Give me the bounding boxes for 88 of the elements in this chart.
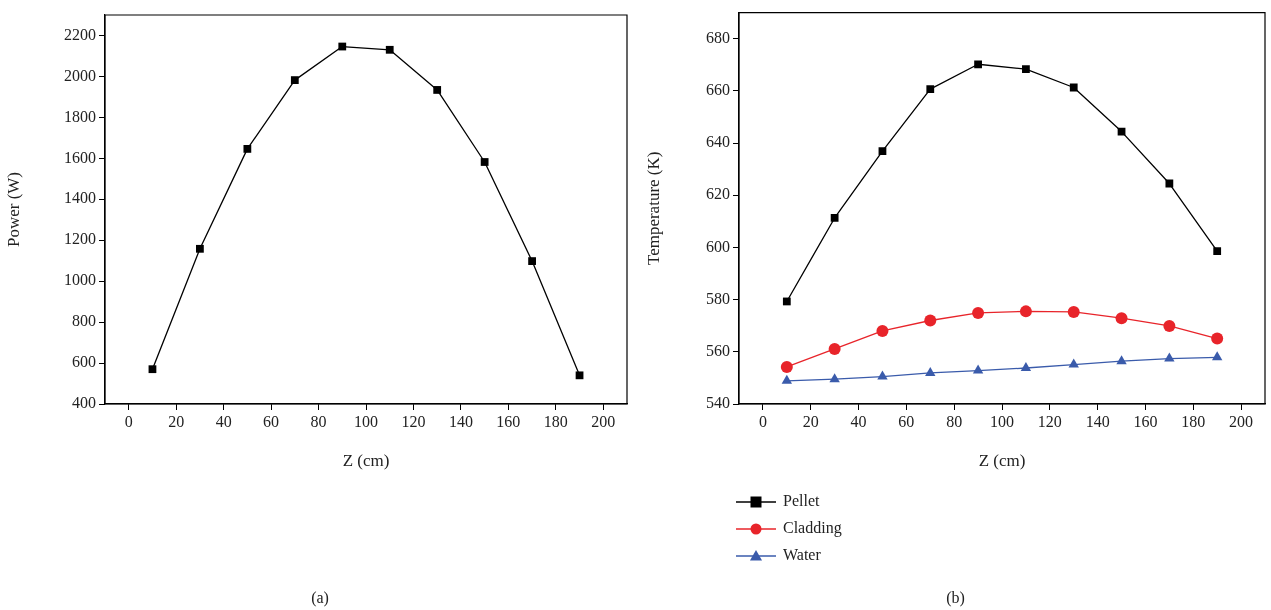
x-tick-label: 40	[850, 412, 867, 430]
text: (a)	[311, 589, 329, 608]
point	[385, 45, 394, 54]
point	[1211, 351, 1223, 361]
point	[243, 145, 252, 153]
x-tick-label: 80	[946, 412, 963, 430]
y-tick-label: 600	[706, 237, 730, 255]
x-tick-label: 120	[1037, 412, 1062, 430]
point	[1116, 355, 1127, 365]
point	[575, 371, 584, 380]
text: (b)	[946, 589, 965, 608]
y-tick-label: 560	[706, 342, 730, 360]
point	[972, 364, 984, 374]
x-axis-title: Z (cm)	[342, 451, 390, 471]
x-tick-label: 120	[401, 412, 426, 430]
point	[1211, 332, 1224, 345]
x-tick-label: 80	[310, 412, 327, 430]
x-tick-label: 200	[1229, 412, 1254, 430]
x-tick-label: 40	[215, 412, 232, 430]
point	[290, 76, 299, 84]
point	[1115, 312, 1128, 325]
point	[878, 147, 887, 156]
point	[972, 306, 985, 319]
point	[480, 158, 489, 166]
x-tick-label: 60	[263, 412, 280, 430]
y-tick-label: 1400	[64, 189, 96, 207]
y-tick-label: 540	[706, 394, 730, 412]
y-tick-label: 800	[72, 312, 96, 330]
point	[780, 360, 793, 373]
point	[1019, 305, 1032, 318]
y-tick-label: 1800	[64, 107, 96, 125]
point	[829, 373, 840, 383]
point	[924, 314, 937, 327]
legend-label: Water	[783, 546, 822, 564]
x-tick-label: 180	[543, 412, 568, 430]
point	[433, 86, 442, 94]
point	[828, 342, 841, 355]
point	[1020, 361, 1032, 371]
point	[338, 42, 347, 51]
point	[1163, 319, 1176, 332]
y-tick-label: 600	[72, 353, 96, 371]
point	[830, 214, 839, 222]
y-tick-label: 2200	[64, 25, 96, 43]
y-tick-label: 660	[706, 81, 730, 99]
y-axis-title: Temperature (K)	[643, 151, 663, 266]
point	[974, 60, 982, 69]
x-tick-label: 180	[1181, 412, 1206, 430]
point	[782, 297, 791, 306]
y-tick-label: 1000	[64, 271, 96, 289]
point	[148, 365, 157, 374]
point	[1022, 65, 1030, 74]
y-tick-label: 640	[706, 133, 730, 151]
point	[877, 370, 888, 380]
legend-label: Pellet	[783, 492, 820, 510]
point	[876, 324, 889, 337]
x-tick-label: 160	[496, 412, 521, 430]
y-tick-label: 580	[706, 289, 730, 307]
y-tick-label: 1200	[64, 230, 96, 248]
y-tick-label: 620	[706, 185, 730, 203]
x-tick-label: 60	[898, 412, 915, 430]
y-axis-title: Power (W)	[3, 171, 23, 248]
point	[781, 374, 793, 384]
y-tick-label: 2000	[64, 66, 96, 84]
point	[1164, 352, 1175, 362]
x-tick-label: 20	[802, 412, 819, 430]
x-tick-label: 20	[168, 412, 185, 430]
legend-label: Cladding	[783, 519, 842, 538]
x-tick-label: 0	[124, 412, 133, 430]
point	[1067, 305, 1080, 318]
x-tick-label: 100	[990, 412, 1014, 430]
x-tick-label: 140	[1085, 412, 1110, 430]
point	[1165, 179, 1174, 188]
point	[925, 366, 936, 376]
point	[196, 244, 204, 253]
x-tick-label: 100	[354, 412, 378, 430]
y-tick-label: 680	[706, 28, 730, 46]
point	[528, 257, 536, 265]
x-tick-label: 200	[591, 412, 616, 430]
y-tick-label: 400	[72, 394, 96, 412]
point	[1069, 83, 1078, 92]
x-tick-label: 140	[448, 412, 473, 430]
x-tick-label: 160	[1133, 412, 1158, 430]
point	[1068, 358, 1079, 368]
point	[1213, 247, 1222, 255]
y-tick-label: 1600	[64, 148, 96, 166]
x-axis-title: Z (cm)	[978, 451, 1026, 471]
point	[926, 85, 935, 93]
x-tick-label: 0	[758, 412, 767, 430]
